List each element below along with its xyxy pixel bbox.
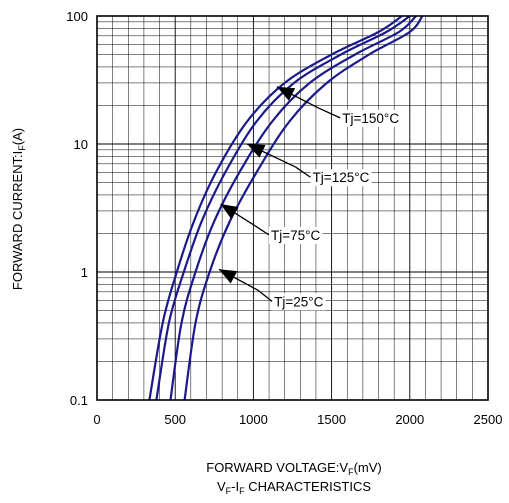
- annotation-arrow: [246, 143, 311, 178]
- series-label: Tj=25°C: [274, 294, 324, 309]
- x-axis-title: FORWARD VOLTAGE:VF(mV): [206, 460, 382, 477]
- series-line: [155, 16, 411, 400]
- x-tick-label: 2000: [395, 412, 424, 427]
- x-tick-label: 500: [164, 412, 186, 427]
- series-line: [148, 16, 403, 400]
- y-tick-label: 1: [81, 265, 88, 280]
- annotation-arrow: [218, 268, 273, 302]
- y-tick-label: 10: [74, 137, 88, 152]
- annotation-arrow: [276, 86, 341, 119]
- x-tick-label: 0: [93, 412, 100, 427]
- series-label-background: [310, 169, 372, 187]
- x-tick-label: 2500: [474, 412, 503, 427]
- x-tick-label: 1000: [239, 412, 268, 427]
- series-curves: [148, 16, 424, 400]
- y-tick-label: 0.1: [70, 393, 88, 408]
- x-axis-ticks: 0 500 1000 1500 2000 2500: [93, 412, 502, 427]
- series-label: Tj=75°C: [271, 228, 321, 243]
- series-label-background: [340, 109, 402, 127]
- series-label-background: [272, 293, 326, 311]
- series-label: Tj=125°C: [313, 170, 370, 185]
- series-line: [183, 16, 424, 400]
- series-annotations: Tj=150°C Tj=125°C Tj=75°C Tj=25°C: [218, 86, 402, 311]
- y-tick-label: 100: [66, 9, 88, 24]
- plot-frame: [96, 15, 489, 401]
- y-axis-title: FORWARD CURRENT:IF(A): [10, 128, 27, 290]
- y-axis-ticks: 0.1 1 10 100: [66, 9, 88, 408]
- chart-caption: VF-IF CHARACTERISTICS: [217, 479, 371, 496]
- annotation-arrow: [220, 203, 270, 236]
- series-label-background: [268, 226, 323, 244]
- x-tick-label: 1500: [317, 412, 346, 427]
- grid: [97, 16, 488, 400]
- series-label: Tj=150°C: [342, 111, 399, 126]
